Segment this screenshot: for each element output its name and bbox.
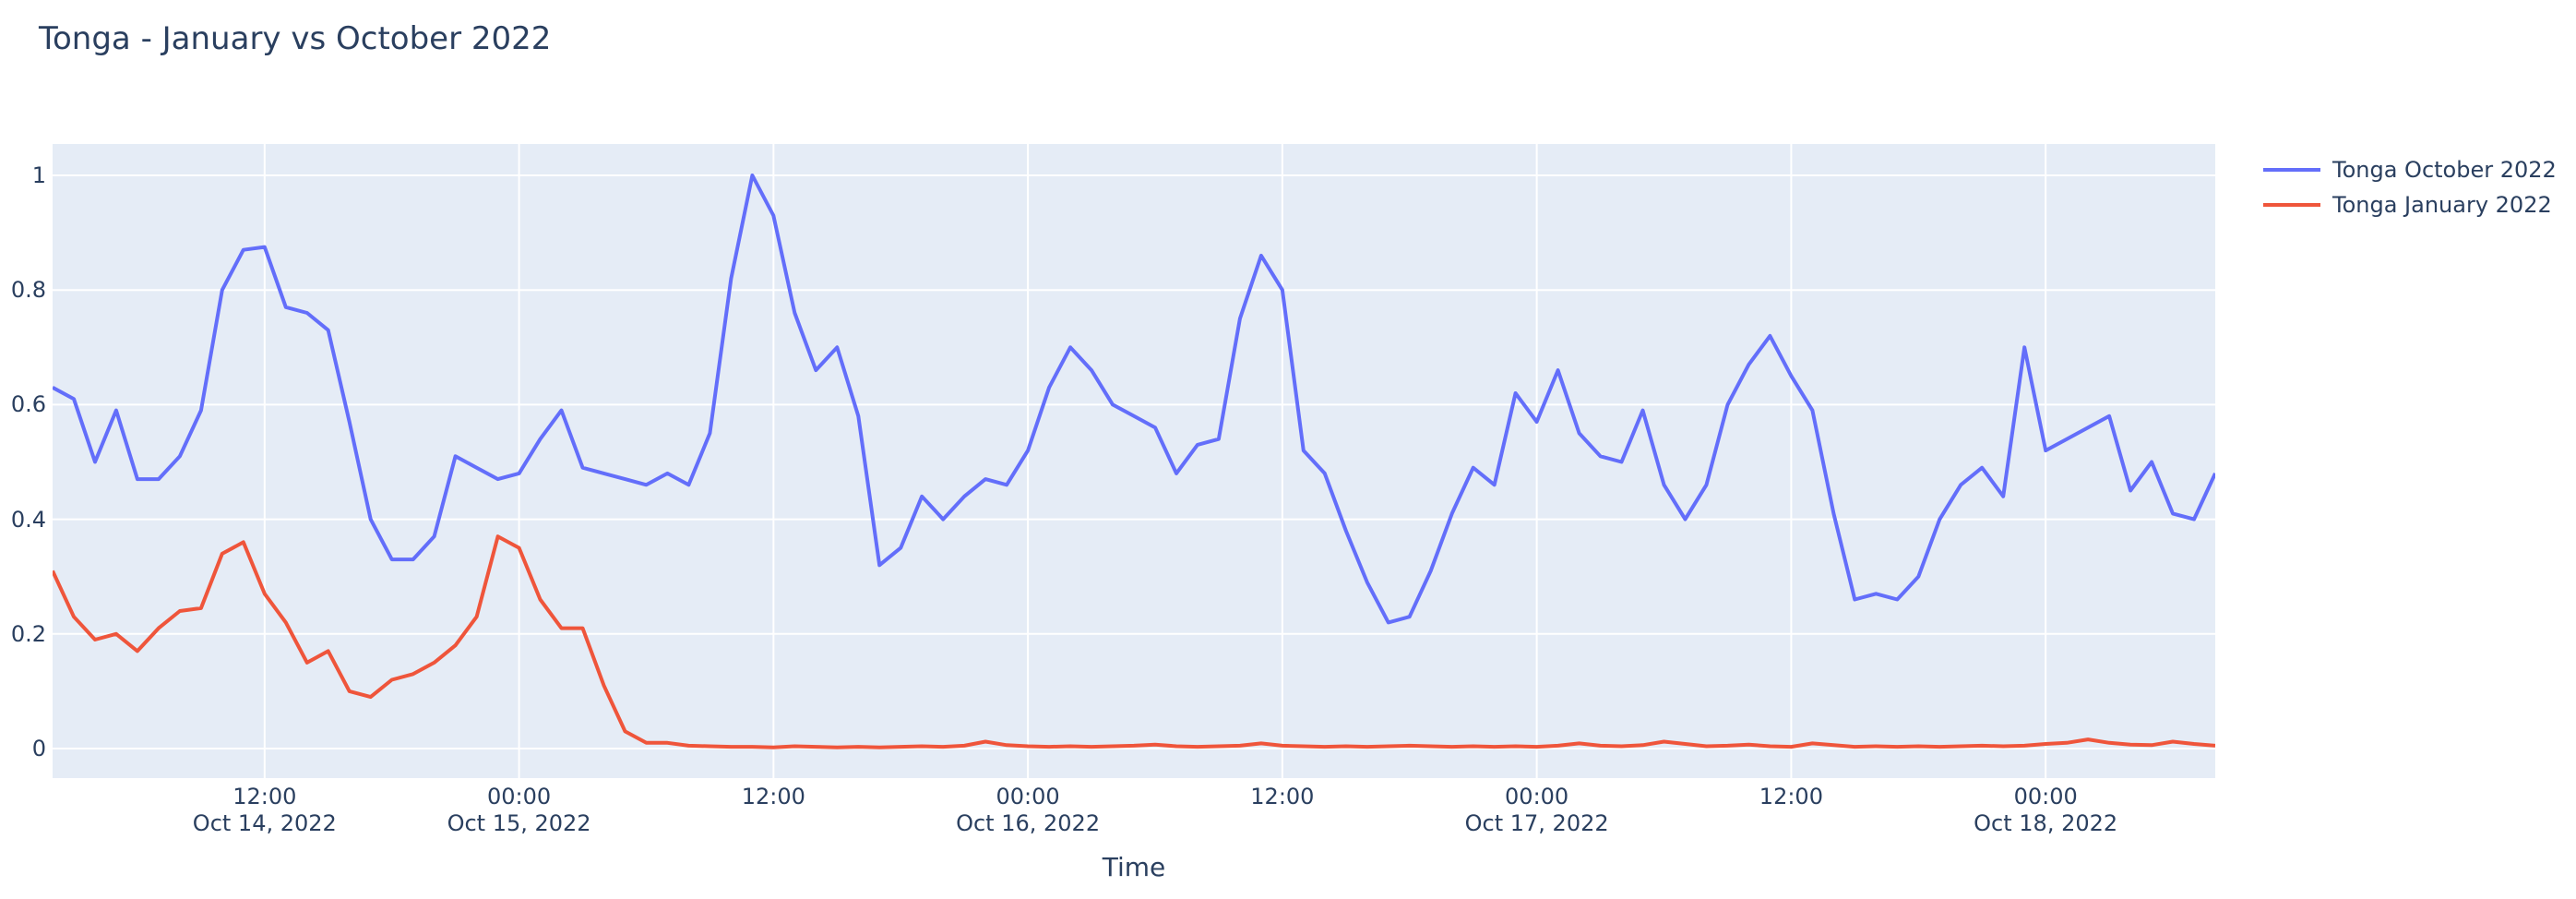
x-tick-label: 12:00: [1759, 784, 1823, 810]
x-tick-date: Oct 14, 2022: [192, 810, 337, 836]
x-tick-label: 12:00: [742, 784, 805, 810]
series-line-tonga-october-2022[interactable]: [53, 174, 2215, 625]
x-tick-time: 00:00: [1505, 784, 1569, 809]
x-tick-label: 12:00 Oct 14, 2022: [193, 784, 337, 837]
x-tick-label: 00:00 Oct 17, 2022: [1465, 784, 1609, 837]
plot-area[interactable]: [53, 144, 2215, 778]
y-tick-label: 0: [31, 736, 46, 761]
x-tick-time: 12:00: [1759, 784, 1823, 809]
y-tick-label: 0.2: [10, 620, 46, 647]
legend-item-tonga-october-2022[interactable]: Tonga October 2022: [2263, 152, 2557, 187]
y-tick-label: 1: [31, 162, 46, 188]
x-tick-date: Oct 15, 2022: [447, 810, 591, 836]
legend-label: Tonga October 2022: [2332, 157, 2557, 183]
x-tick-label: 00:00 Oct 16, 2022: [956, 784, 1100, 837]
y-tick-label: 0.6: [10, 391, 46, 418]
x-tick-time: 00:00: [996, 784, 1060, 809]
x-tick-time: 12:00: [233, 784, 297, 809]
x-tick-time: 12:00: [741, 784, 805, 809]
legend-line-icon: [2263, 203, 2320, 207]
chart-title: Tonga - January vs October 2022: [39, 20, 552, 57]
x-axis-title: Time: [1102, 852, 1166, 882]
x-tick-time: 12:00: [1250, 784, 1315, 809]
legend-line-icon: [2263, 168, 2320, 172]
x-tick-date: Oct 17, 2022: [1464, 810, 1609, 836]
y-tick-label: 0.4: [10, 506, 46, 533]
series-line-tonga-january-2022[interactable]: [53, 534, 2215, 749]
x-tick-label: 00:00 Oct 15, 2022: [447, 784, 591, 837]
legend: Tonga October 2022 Tonga January 2022: [2263, 152, 2557, 222]
legend-item-tonga-january-2022[interactable]: Tonga January 2022: [2263, 187, 2557, 222]
x-tick-date: Oct 16, 2022: [956, 810, 1101, 836]
x-tick-date: Oct 18, 2022: [1974, 810, 2118, 836]
x-tick-label: 00:00 Oct 18, 2022: [1974, 784, 2117, 837]
y-tick-label: 0.8: [10, 277, 46, 304]
legend-label: Tonga January 2022: [2332, 192, 2552, 218]
x-tick-time: 00:00: [2013, 784, 2078, 809]
x-tick-label: 12:00: [1250, 784, 1314, 810]
x-tick-time: 00:00: [486, 784, 552, 809]
